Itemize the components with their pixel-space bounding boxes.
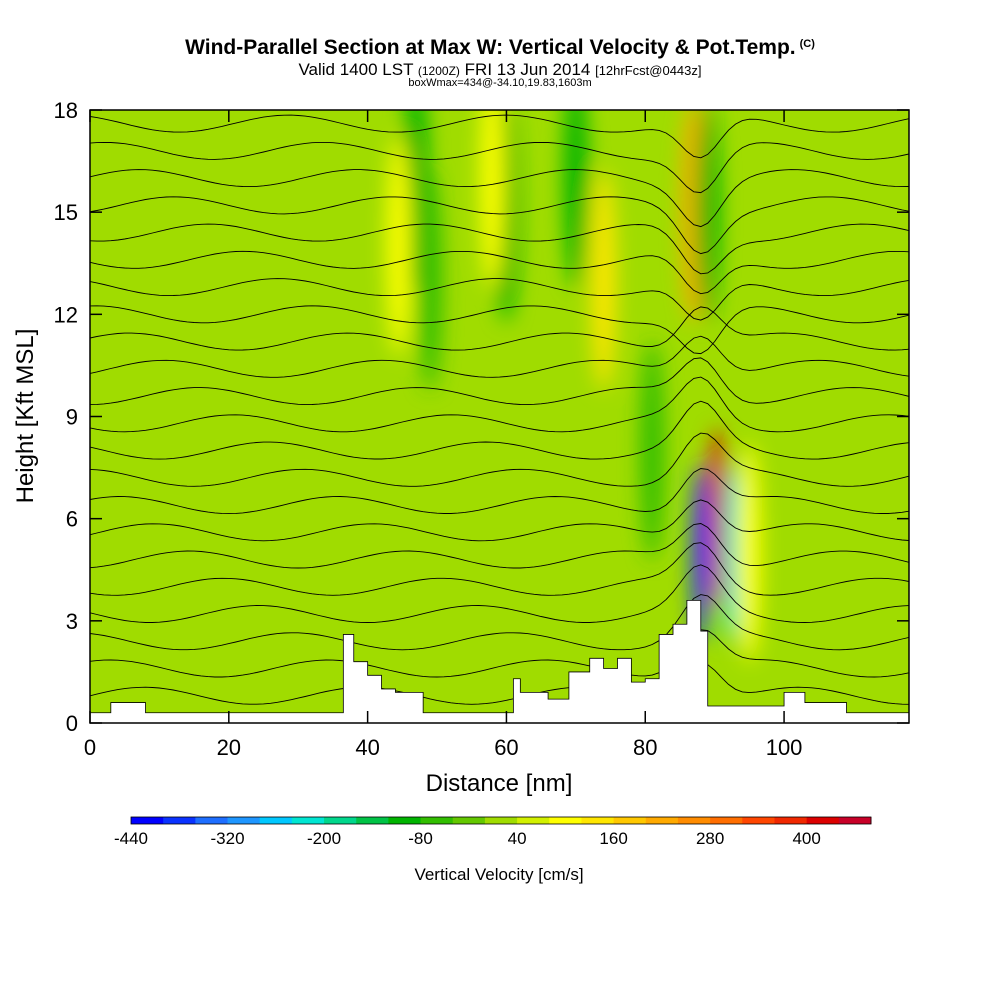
colorbar-label: -200 [307, 829, 341, 848]
chart-title: Wind-Parallel Section at Max W: Vertical… [0, 36, 1000, 60]
isentrope-line [90, 376, 909, 433]
isentrope-line [90, 223, 909, 275]
y-tick-label: 0 [66, 711, 78, 736]
colorbar-swatch [581, 817, 615, 824]
colorbar-swatch [227, 817, 261, 824]
colorbar-swatch [163, 817, 196, 824]
velocity-cell [386, 136, 411, 357]
isentrope-line [90, 662, 909, 705]
velocity-cell [591, 170, 616, 391]
colorbar-label: -440 [114, 829, 148, 848]
velocity-cell [418, 170, 443, 391]
colorbar-swatch [420, 817, 454, 824]
colorbar [130, 816, 872, 825]
terrain-profile [90, 600, 909, 723]
colorbar-swatch [742, 817, 775, 824]
colorbar-swatch [388, 817, 422, 824]
velocity-cell [737, 442, 762, 663]
colorbar-swatch [259, 817, 293, 824]
forecast-info: [12hrFcst@0443z] [595, 63, 702, 78]
colorbar-swatch [838, 817, 872, 824]
x-tick-label: 40 [355, 735, 379, 760]
colorbar-swatch [677, 817, 711, 824]
colorbar-swatch [549, 817, 582, 824]
chart-note: boxWmax=434@-34.10,19.83,1603m [408, 77, 592, 89]
chart-subtitle: Valid 1400 LST (1200Z) FRI 13 Jun 2014 [… [0, 60, 1000, 80]
y-tick-label: 9 [66, 405, 78, 430]
colorbar-label: -80 [408, 829, 433, 848]
colorbar-swatch [291, 817, 325, 824]
colorbar-swatch [452, 817, 486, 824]
x-tick-label: 0 [84, 735, 96, 760]
y-tick-label: 18 [54, 98, 78, 123]
x-tick-label: 100 [766, 735, 803, 760]
colorbar-frame [130, 816, 872, 825]
chart-title-text: Wind-Parallel Section at Max W: Vertical… [185, 36, 796, 59]
isentrope-line [90, 114, 909, 159]
isentrope-line [90, 523, 909, 569]
velocity-cell [723, 462, 742, 643]
y-tick-label: 12 [54, 302, 78, 327]
isentrope-line [90, 278, 909, 321]
isentrope-line [90, 357, 909, 406]
colorbar-swatch [324, 817, 357, 824]
isentrope-line [90, 305, 909, 355]
isentrope-line [90, 629, 909, 678]
valid-zulu: (1200Z) [417, 64, 460, 78]
colorbar-swatch [613, 817, 647, 824]
colorbar-label: 160 [599, 829, 627, 848]
y-tick-label: 15 [54, 200, 78, 225]
colorbar-swatch [195, 817, 229, 824]
isentrope-line [90, 141, 909, 194]
isentrope-line [90, 564, 909, 623]
isentrope-line [90, 196, 909, 255]
x-axis-label: Distance [nm] [426, 770, 573, 797]
colorbar-label: -320 [211, 829, 245, 848]
isentrope-line [90, 306, 909, 351]
x-tick-label: 60 [494, 735, 518, 760]
isentrope-line [90, 542, 909, 596]
colorbar-swatch [645, 817, 679, 824]
valid-time: Valid 1400 LST [298, 60, 414, 79]
velocity-cell [563, 110, 588, 289]
isentrope-line [90, 250, 909, 295]
x-tick-label: 80 [633, 735, 657, 760]
velocity-field [90, 110, 909, 723]
y-tick-label: 3 [66, 609, 78, 634]
x-tick-label: 20 [217, 735, 241, 760]
colorbar-swatch [131, 817, 164, 824]
colorbar-label: 40 [508, 829, 527, 848]
colorbar-swatch [517, 817, 550, 824]
colorbar-swatch [356, 817, 389, 824]
velocity-cell [640, 340, 665, 561]
colorbar-swatch [710, 817, 743, 824]
colorbar-label: 400 [792, 829, 820, 848]
colorbar-swatch [774, 817, 808, 824]
isentrope-line [90, 400, 909, 460]
velocity-cell [480, 110, 505, 289]
isentrope-line [90, 499, 909, 542]
velocity-cell [695, 110, 720, 323]
velocity-cell [691, 462, 710, 643]
colorbar-label: 280 [696, 829, 724, 848]
colorbar-title: Vertical Velocity [cm/s] [414, 865, 583, 884]
isentrope-line [90, 335, 909, 378]
colorbar-swatch [806, 817, 840, 824]
y-axis-label: Height [Kft MSL] [12, 329, 39, 504]
isentrope-line [90, 594, 909, 651]
isentrope-line [90, 169, 909, 228]
isentrope-line [90, 468, 909, 515]
y-tick-label: 6 [66, 507, 78, 532]
isentrope-line [90, 432, 909, 487]
colorbar-swatch [484, 817, 518, 824]
copyright-mark: (C) [799, 38, 815, 50]
valid-date: FRI 13 Jun 2014 [464, 60, 591, 79]
